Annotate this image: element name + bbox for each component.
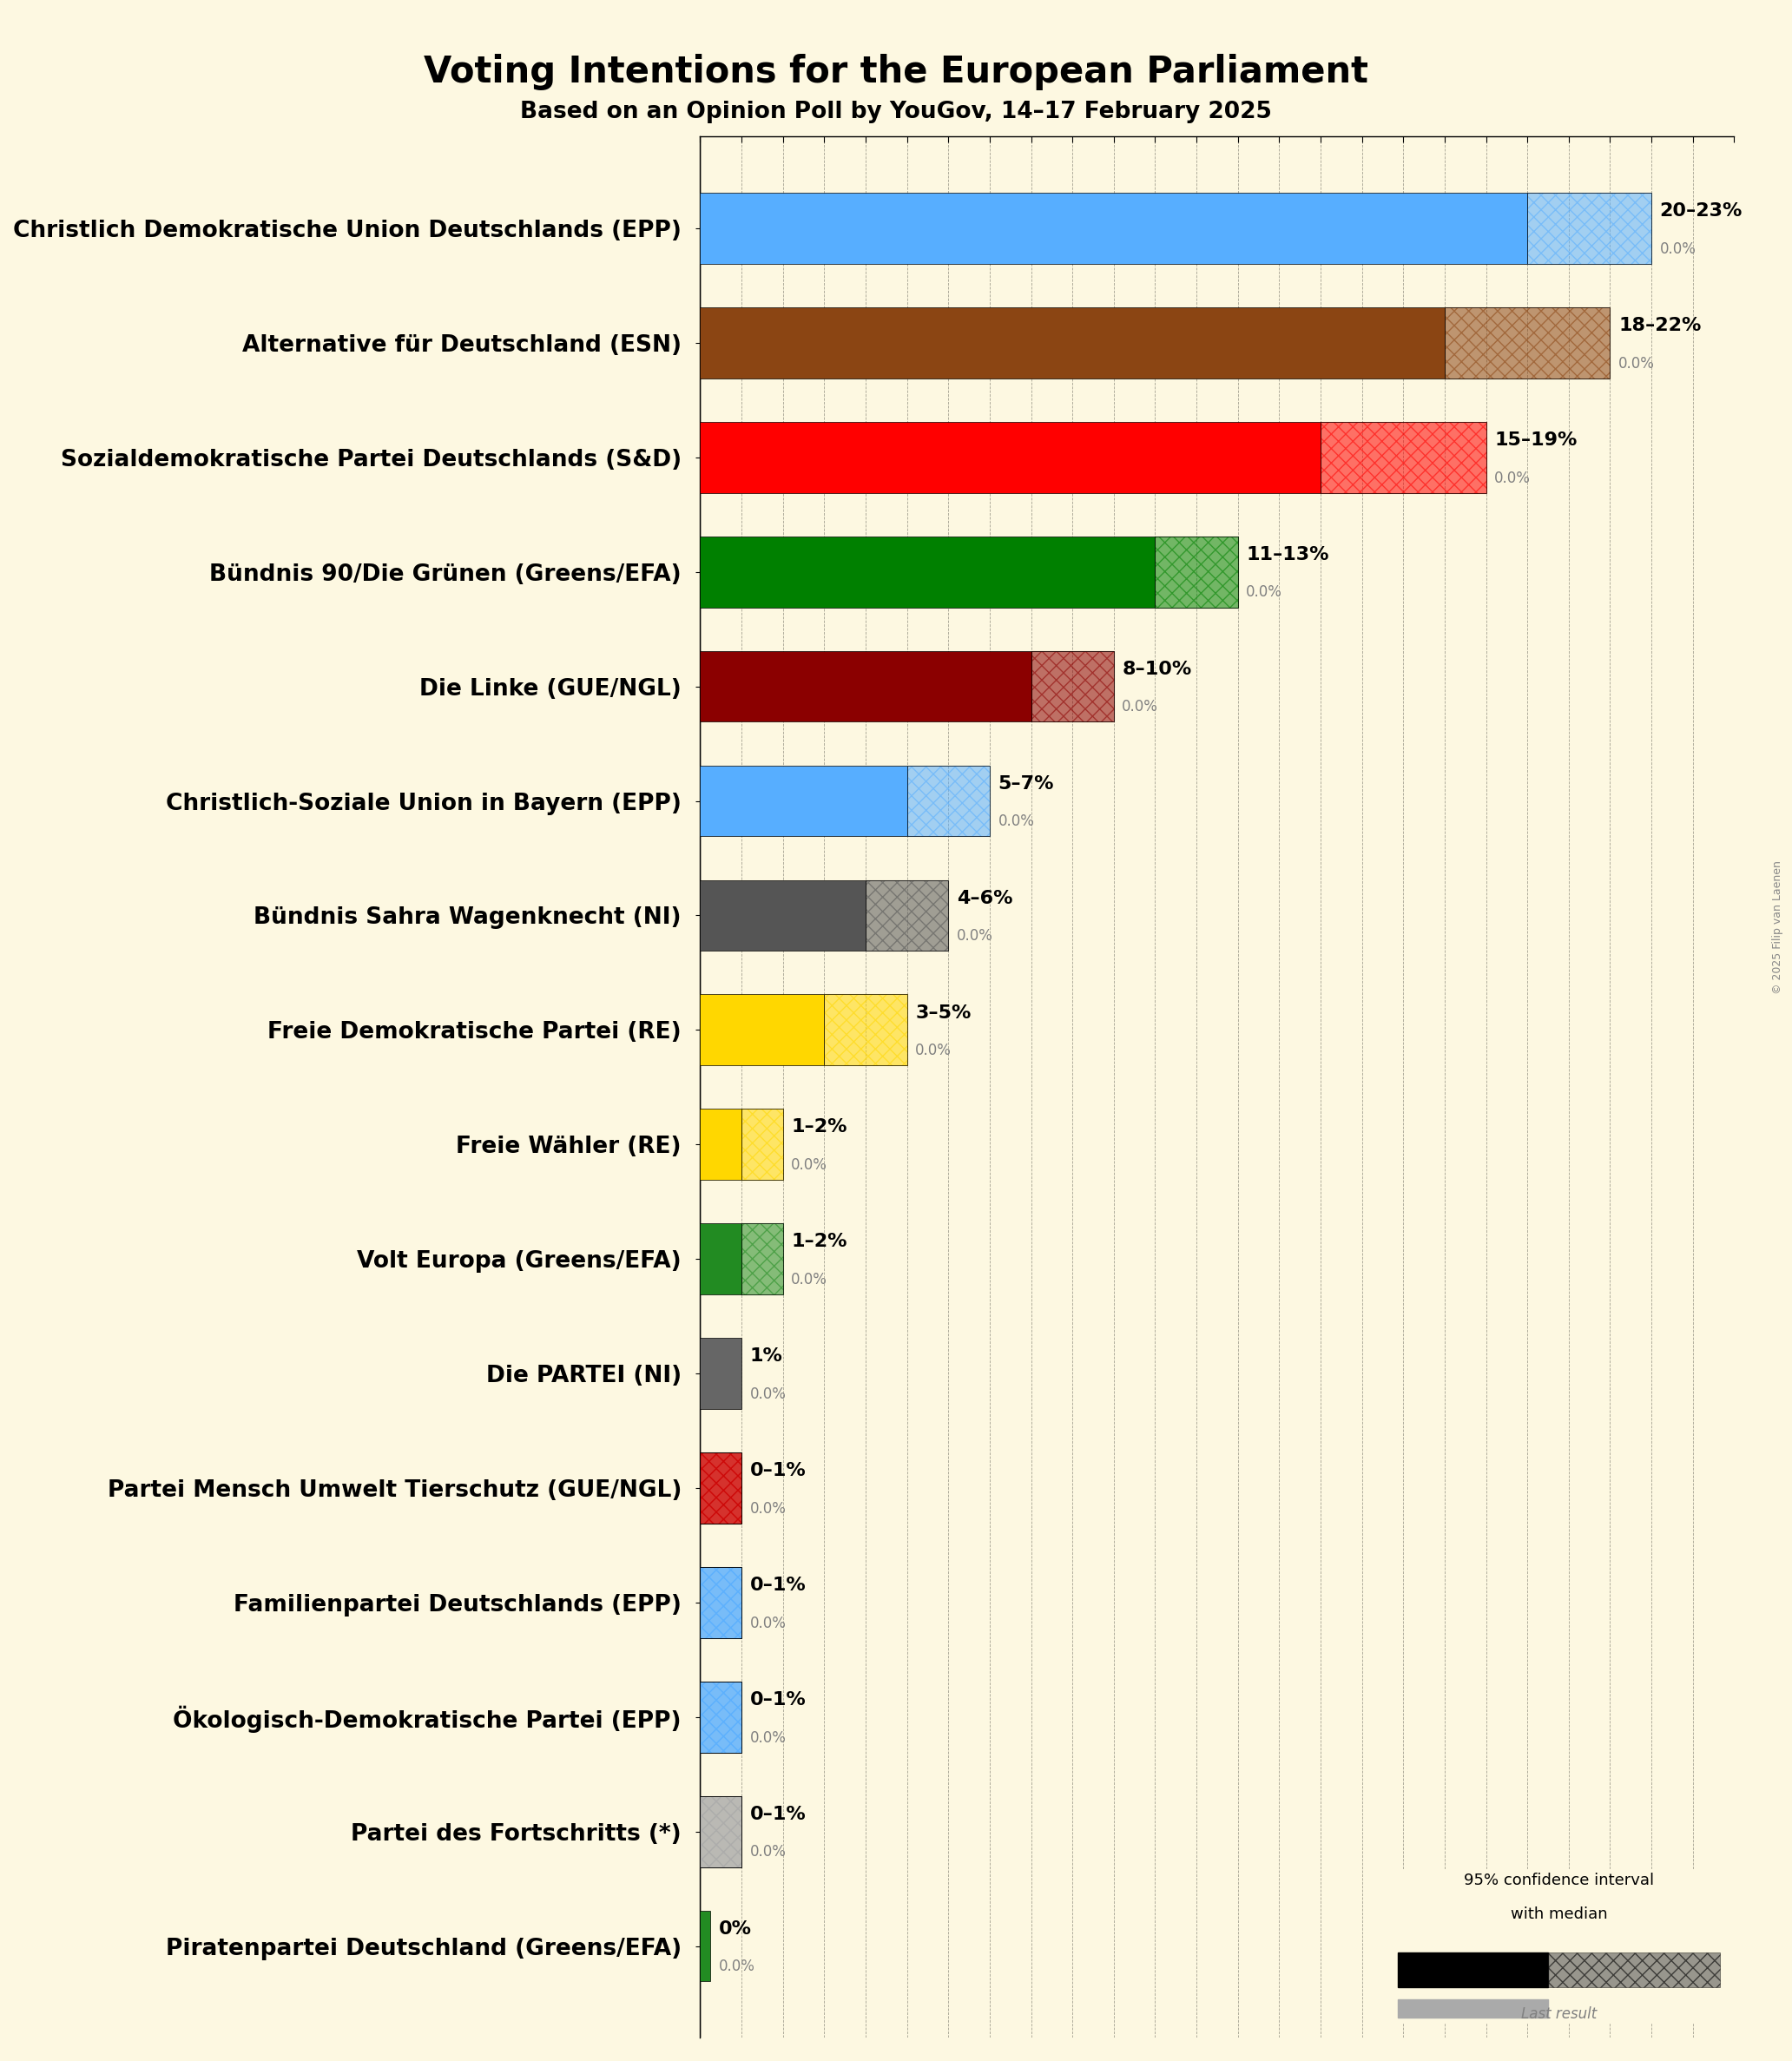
Text: 4–6%: 4–6% [957, 890, 1012, 907]
Bar [701, 651, 1030, 721]
Text: 0.0%: 0.0% [957, 927, 993, 944]
Bar [701, 1453, 742, 1523]
Bar [701, 307, 1444, 379]
Text: 0.0%: 0.0% [1659, 241, 1695, 258]
Text: 1–2%: 1–2% [790, 1119, 848, 1136]
Bar [701, 765, 907, 837]
Bar [701, 1566, 742, 1638]
Text: 8–10%: 8–10% [1122, 660, 1192, 678]
Bar [1156, 536, 1238, 608]
Bar [1321, 423, 1486, 493]
Bar [907, 765, 989, 837]
Text: 0.0%: 0.0% [916, 1043, 952, 1059]
Bar [866, 880, 948, 950]
Text: 0.0%: 0.0% [998, 814, 1034, 829]
Bar [824, 993, 907, 1066]
Text: 0.0%: 0.0% [719, 1958, 754, 1974]
Text: Voting Intentions for the European Parliament: Voting Intentions for the European Parli… [423, 54, 1369, 91]
Bar [1030, 651, 1115, 721]
Bar [1527, 194, 1652, 264]
Bar [701, 1566, 742, 1638]
Bar [701, 1224, 742, 1294]
Bar [1398, 1999, 1548, 2018]
Bar [701, 1453, 742, 1523]
Text: 0.0%: 0.0% [749, 1729, 787, 1746]
Bar [701, 1795, 742, 1867]
Text: 11–13%: 11–13% [1245, 546, 1330, 563]
Text: 18–22%: 18–22% [1618, 317, 1701, 334]
Text: 0.0%: 0.0% [790, 1156, 828, 1173]
Text: 95% confidence interval: 95% confidence interval [1464, 1871, 1654, 1888]
Bar [701, 1453, 742, 1523]
Text: 3–5%: 3–5% [916, 1004, 971, 1022]
Text: © 2025 Filip van Laenen: © 2025 Filip van Laenen [1772, 861, 1783, 993]
Text: 5–7%: 5–7% [998, 775, 1054, 791]
Text: 0–1%: 0–1% [749, 1805, 806, 1824]
Bar [701, 1566, 742, 1638]
Bar [701, 194, 1527, 264]
Bar [701, 1682, 742, 1752]
Bar [701, 880, 866, 950]
Bar [1444, 307, 1609, 379]
Bar [701, 1109, 742, 1181]
Bar [701, 1795, 742, 1867]
Bar [742, 1224, 783, 1294]
Text: 15–19%: 15–19% [1495, 431, 1577, 449]
Bar [701, 1911, 710, 1981]
Text: 1–2%: 1–2% [790, 1232, 848, 1251]
Bar [701, 1682, 742, 1752]
Text: with median: with median [1511, 1906, 1607, 1923]
Bar [742, 1224, 783, 1294]
Text: 0.0%: 0.0% [1245, 585, 1283, 600]
Bar [1548, 1954, 1720, 1987]
Bar [701, 1795, 742, 1867]
Bar [742, 1109, 783, 1181]
Text: 0.0%: 0.0% [749, 1845, 787, 1859]
Bar [701, 423, 1321, 493]
Text: 0–1%: 0–1% [749, 1577, 806, 1593]
Bar [701, 536, 1156, 608]
Text: 0.0%: 0.0% [1495, 470, 1530, 486]
Text: 1%: 1% [749, 1348, 783, 1364]
Text: 0.0%: 0.0% [749, 1500, 787, 1517]
Bar [1030, 651, 1115, 721]
Bar [701, 1682, 742, 1752]
Bar [1156, 536, 1238, 608]
Bar [824, 993, 907, 1066]
Text: 0–1%: 0–1% [749, 1461, 806, 1480]
Text: 0%: 0% [719, 1921, 751, 1937]
Bar [701, 1682, 742, 1752]
Bar [1321, 423, 1486, 493]
Text: 0.0%: 0.0% [749, 1616, 787, 1630]
Bar [1527, 194, 1652, 264]
Bar [1398, 1954, 1548, 1987]
Bar [701, 1338, 742, 1410]
Text: 0–1%: 0–1% [749, 1692, 806, 1709]
Text: Based on an Opinion Poll by YouGov, 14–17 February 2025: Based on an Opinion Poll by YouGov, 14–1… [520, 101, 1272, 124]
Text: 0.0%: 0.0% [749, 1387, 787, 1401]
Bar [742, 1109, 783, 1181]
Text: 0.0%: 0.0% [1618, 357, 1654, 371]
Bar [1444, 307, 1609, 379]
Bar [701, 1566, 742, 1638]
Text: 0.0%: 0.0% [790, 1272, 828, 1288]
Text: 20–23%: 20–23% [1659, 202, 1742, 221]
Bar [701, 1795, 742, 1867]
Bar [701, 993, 824, 1066]
Bar [701, 1453, 742, 1523]
Bar [866, 880, 948, 950]
Bar [907, 765, 989, 837]
Text: 0.0%: 0.0% [1122, 699, 1158, 715]
Text: Last result: Last result [1521, 2007, 1597, 2022]
